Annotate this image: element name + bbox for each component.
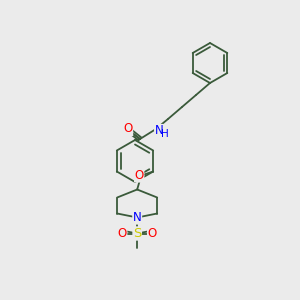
Text: S: S xyxy=(133,227,141,240)
Text: O: O xyxy=(135,169,144,182)
Text: N: N xyxy=(154,124,164,137)
Text: H: H xyxy=(161,129,169,139)
Text: O: O xyxy=(118,227,127,240)
Text: O: O xyxy=(148,227,157,240)
Text: O: O xyxy=(123,122,133,136)
Text: N: N xyxy=(133,211,142,224)
